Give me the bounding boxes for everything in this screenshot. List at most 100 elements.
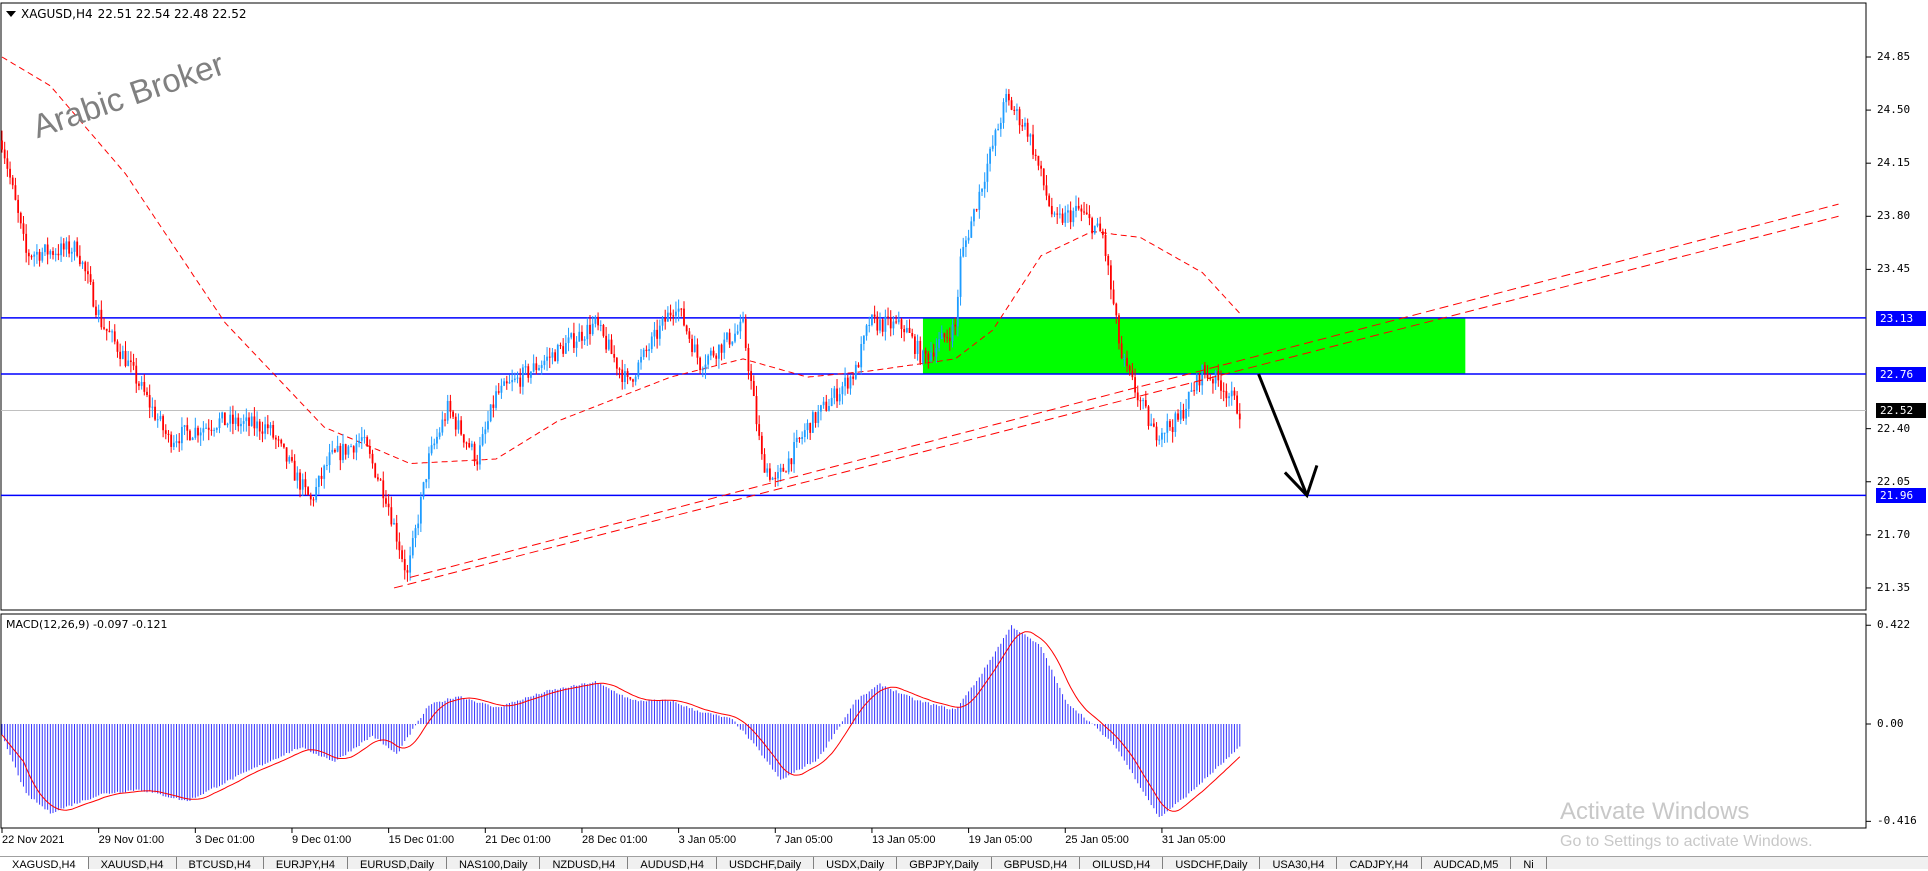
candle-body <box>672 315 675 317</box>
candle-body <box>350 446 352 448</box>
chart-tab[interactable]: NZDUSD,H4 <box>540 857 629 871</box>
candle-body <box>411 538 414 556</box>
candle-body <box>739 321 742 332</box>
candle-body <box>820 405 822 412</box>
candle-body <box>132 361 135 366</box>
candle-body <box>210 429 213 431</box>
candle-body <box>653 329 656 337</box>
candle-body <box>76 241 79 256</box>
candle-body <box>248 417 250 426</box>
candle-body <box>1225 391 1228 399</box>
candle-body <box>14 185 17 200</box>
chart-tab[interactable]: XAUUSD,H4 <box>89 857 177 871</box>
chart-tab[interactable]: OILUSD,H4 <box>1080 857 1164 871</box>
chart-tab[interactable]: BTCUSD,H4 <box>177 857 264 871</box>
chart-tab[interactable]: CADJPY,H4 <box>1337 857 1422 871</box>
candle-body <box>573 333 575 348</box>
candle-body <box>763 454 766 473</box>
candle-body <box>1198 374 1201 386</box>
candle-body <box>1174 413 1177 433</box>
candle-body <box>924 350 927 354</box>
candle-body <box>508 382 511 384</box>
candle-body <box>409 555 412 573</box>
candle-body <box>769 468 771 480</box>
chart-tab[interactable]: EURUSD,Daily <box>348 857 447 871</box>
candle-body <box>693 344 696 353</box>
candle-body <box>344 444 347 455</box>
chart-tab[interactable]: NAS100,Daily <box>447 857 541 871</box>
chart-tab[interactable]: USDCHF,Daily <box>717 857 815 871</box>
candle-body <box>852 376 855 379</box>
candle-body <box>78 255 81 265</box>
candle-body <box>605 335 608 350</box>
candle-body <box>312 499 315 501</box>
candle-body <box>583 339 586 341</box>
dropdown-triangle-icon[interactable] <box>6 11 16 17</box>
candle-body <box>307 487 309 496</box>
chart-tab[interactable]: AUDUSD,H4 <box>628 857 717 871</box>
candle-body <box>232 414 234 424</box>
candle-body <box>250 416 253 426</box>
candle-body <box>46 244 49 255</box>
chart-tab[interactable]: USA30,H4 <box>1260 857 1338 871</box>
price-tick-label: 24.15 <box>1877 156 1911 170</box>
chart-tab[interactable]: XAGUSD,H4 <box>0 857 89 871</box>
price-tick-label: 24.85 <box>1877 50 1911 63</box>
date-tick-label: 22 Nov 2021 <box>2 834 65 846</box>
candle-body <box>1209 378 1212 380</box>
candle-body <box>156 419 159 421</box>
chart-tab[interactable]: AUDCAD,M5 <box>1422 857 1512 871</box>
candle-body <box>760 435 763 455</box>
candle-body <box>1037 155 1040 166</box>
macd-label: MACD(12,26,9) -0.097 -0.121 <box>6 618 168 631</box>
candle-body <box>970 221 973 238</box>
chart-tab[interactable]: GBPJPY,Daily <box>897 857 992 871</box>
candle-body <box>750 371 753 381</box>
candle-body <box>900 319 903 329</box>
chart-tab[interactable]: EURJPY,H4 <box>264 857 348 871</box>
candle-body <box>814 412 817 423</box>
candle-body <box>113 331 116 342</box>
activate-windows-title: Activate Windows <box>1560 798 1750 825</box>
candle-body <box>578 331 581 342</box>
candle-body <box>342 444 344 461</box>
candle-body <box>978 191 981 210</box>
date-tick-label: 29 Nov 01:00 <box>98 834 165 846</box>
candle-body <box>1222 390 1225 392</box>
candle-body <box>382 480 385 499</box>
candle-body <box>473 443 476 462</box>
candle-body <box>487 421 489 430</box>
candle-body <box>1026 122 1029 137</box>
candle-body <box>876 316 879 331</box>
price-tick-label: 22.40 <box>1877 421 1911 435</box>
candle-body <box>146 391 148 395</box>
candle-body <box>1029 134 1032 137</box>
trendline <box>393 215 1839 589</box>
candle-body <box>570 333 573 338</box>
candle-body <box>272 424 275 438</box>
candle-body <box>624 371 626 383</box>
trendline <box>409 203 1839 578</box>
candle-body <box>65 241 68 250</box>
chart-tab[interactable]: USDCHF,Daily <box>1163 857 1261 871</box>
candle-body <box>645 349 648 352</box>
candle-body <box>951 324 954 342</box>
candle-body <box>73 241 76 252</box>
candle-body <box>1107 255 1110 266</box>
candle-body <box>38 251 41 261</box>
candle-body <box>1182 410 1185 419</box>
candle-body <box>164 430 167 434</box>
candle-body <box>709 350 712 356</box>
candle-body <box>838 394 841 402</box>
chart-tab[interactable]: USDX,Daily <box>814 857 898 871</box>
candle-body <box>1177 413 1179 420</box>
candle-body <box>699 357 701 371</box>
candle-body <box>89 274 92 283</box>
candle-body <box>712 350 715 356</box>
chart-tab[interactable]: Ni <box>1511 857 1547 871</box>
candle-body <box>1115 303 1118 316</box>
chart-tab[interactable]: GBPUSD,H4 <box>992 857 1081 871</box>
candle-body <box>237 417 240 427</box>
main-pane-border <box>0 2 1867 611</box>
